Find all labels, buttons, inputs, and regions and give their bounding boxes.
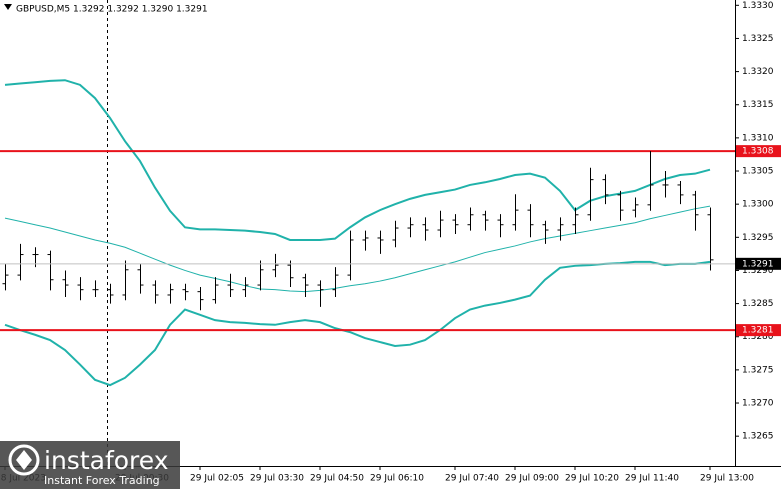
x-tick-label: 29 Jul 07:40: [445, 474, 499, 484]
band-upper: [4, 79, 711, 241]
level-label: 1.3281: [742, 326, 774, 336]
x-tick-label: 29 Jul 11:40: [625, 474, 679, 484]
logo-icon-mark: [16, 450, 32, 470]
y-tick-label: 1.3320: [742, 67, 774, 77]
x-tick-label: 29 Jul 09:00: [505, 474, 559, 484]
y-tick-label: 1.3295: [742, 233, 774, 243]
last-price-label: 1.3291: [742, 259, 774, 269]
last-price-box: [736, 257, 781, 270]
chart-header: GBPUSD,M5 1.3292 1.3292 1.3290 1.3291: [16, 5, 208, 15]
x-tick-label: 29 Jul 02:05: [190, 474, 244, 484]
x-tick-label: 29 Jul 04:50: [310, 474, 364, 484]
y-tick-label: 1.3285: [742, 299, 774, 309]
y-tick-label: 1.3270: [742, 399, 774, 409]
logo-tagline: Instant Forex Trading: [44, 474, 160, 487]
y-tick-label: 1.3265: [742, 432, 774, 442]
y-tick-label: 1.3330: [742, 1, 774, 11]
y-tick-label: 1.3305: [742, 167, 774, 177]
logo-background: [0, 441, 180, 489]
y-tick-label: 1.3290: [742, 266, 774, 276]
band-lower: [4, 260, 711, 387]
x-tick-label: 29 Jul 03:30: [250, 474, 304, 484]
x-tick-label: 29 Jul 06:10: [370, 474, 424, 484]
y-tick-label: 1.3280: [742, 332, 774, 342]
x-tick-label: 29 Jul 13:00: [700, 474, 754, 484]
y-tick-label: 1.3325: [742, 34, 774, 44]
y-tick-label: 1.3275: [742, 365, 774, 375]
y-tick-label: 1.3310: [742, 133, 774, 143]
logo-name: instaforex: [44, 446, 169, 475]
band-middle: [4, 205, 711, 293]
level-label-box: [736, 324, 781, 337]
level-label: 1.3308: [742, 147, 774, 157]
logo-icon: [8, 444, 40, 476]
y-tick-label: 1.3315: [742, 100, 774, 110]
level-label-box: [736, 145, 781, 158]
x-tick-label: 29 Jul 10:20: [565, 474, 619, 484]
logo: instaforex Instant Forex Trading: [0, 441, 180, 489]
header-arrow: [4, 4, 12, 10]
y-tick-label: 1.3300: [742, 200, 774, 210]
